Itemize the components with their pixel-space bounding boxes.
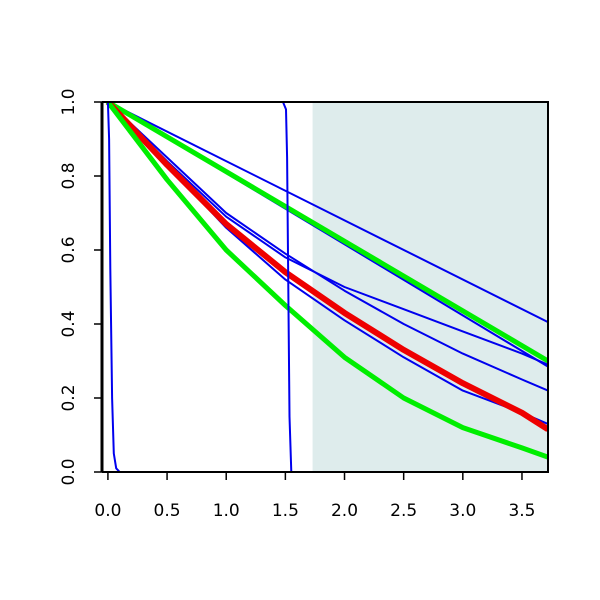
x-tick-label: 0.5 [154,501,181,521]
series-line-8 [105,102,548,460]
x-tick-label: 2.5 [390,501,417,521]
x-tick-label: 1.5 [272,501,299,521]
y-tick-label: 0.8 [59,162,79,189]
x-tick-label: 3.5 [508,501,535,521]
y-tick-label: 0.2 [59,384,79,411]
x-tick-label: 1.0 [213,501,240,521]
series-line-6 [106,102,548,364]
x-tick-label: 3.0 [449,501,476,521]
series-line-1 [107,102,548,323]
x-tick-label: 2.0 [331,501,358,521]
series-line-3 [107,102,548,392]
series-line-9 [107,102,548,472]
series-line-7 [105,102,548,432]
plot-frame [102,101,549,473]
y-tick-label: 0.0 [59,458,79,485]
x-tick-label: 0.0 [94,501,121,521]
y-tick-label: 0.4 [59,310,79,337]
shaded-region [312,102,548,472]
y-tick-label: 1.0 [59,88,79,115]
y-tick-label: 0.6 [59,236,79,263]
series-line-4 [107,102,548,366]
